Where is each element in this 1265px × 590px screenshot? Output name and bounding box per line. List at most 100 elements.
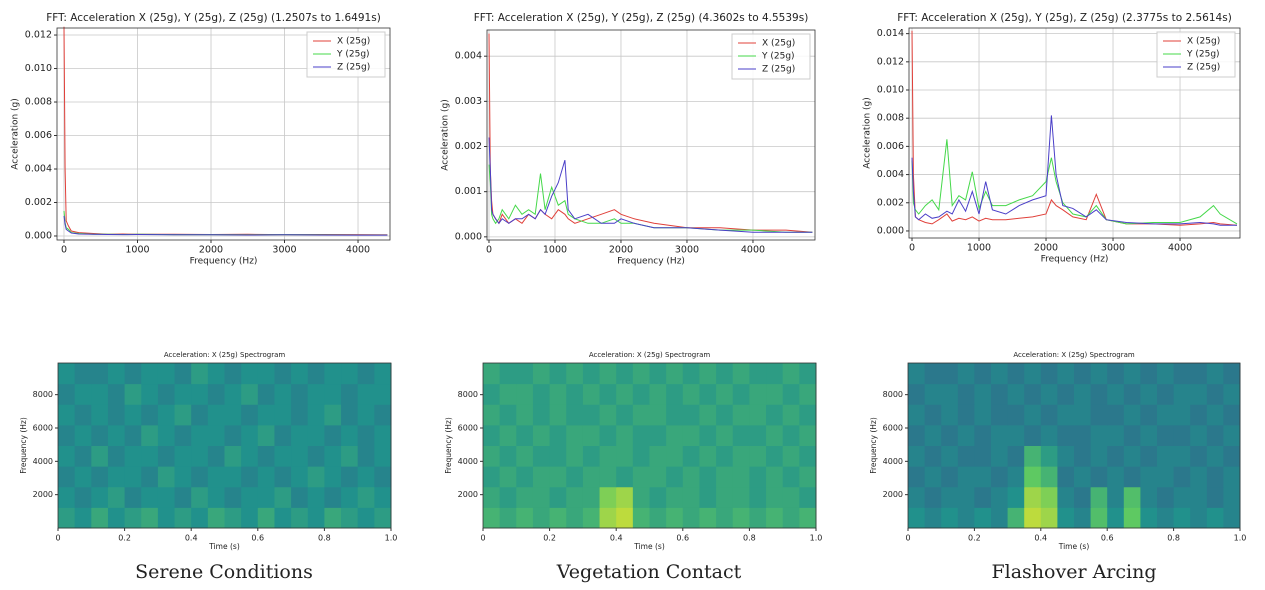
chart: FFT: Acceleration X (25g), Y (25g), Z (2… [863, 12, 1241, 265]
legend-label: Z (25g) [762, 65, 795, 75]
spectrogram-cell [357, 507, 375, 529]
spectrogram-cell [616, 486, 634, 508]
spectrogram-cell [732, 486, 750, 508]
spectrogram-cell [74, 424, 92, 446]
spectrogram-cell [274, 424, 292, 446]
spectrogram-cell [632, 445, 650, 467]
spectrogram-cell [1074, 486, 1092, 508]
spectrogram-cell [324, 424, 342, 446]
spectrogram-cell [141, 507, 159, 529]
spectrogram-cell [1074, 363, 1092, 385]
spectrogram-cell [682, 486, 700, 508]
x-tick-label: 4000 [346, 245, 370, 256]
spectrogram-cell [549, 363, 567, 385]
spectrogram-cell [324, 363, 342, 385]
spectrogram-cell [1223, 466, 1241, 488]
x-tick-label: 0 [905, 534, 910, 543]
spectrogram-cell [1206, 445, 1224, 467]
spectrogram-cell [1024, 404, 1042, 426]
x-tick-label: 0.6 [676, 534, 689, 543]
spectrogram-cell [374, 363, 392, 385]
spectrogram-cell [908, 507, 926, 529]
spectrogram-cell [716, 486, 734, 508]
spectrogram-cell [716, 507, 734, 529]
spectrogram-cell [1007, 486, 1025, 508]
chart: FFT: Acceleration X (25g), Y (25g), Z (2… [441, 12, 816, 267]
y-tick-label: 0.000 [455, 231, 482, 242]
spectrogram-cell [157, 363, 176, 385]
spectrogram-cell [599, 507, 617, 529]
spectrogram-cell [241, 445, 259, 467]
spectrogram-cell [582, 404, 601, 426]
x-tick-label: 0.8 [318, 534, 331, 543]
spectrogram-cell [649, 404, 667, 426]
spectrogram-cell [58, 507, 76, 529]
spectrogram-cell [1123, 486, 1141, 508]
chart-title: Acceleration: X (25g) Spectrogram [1013, 351, 1135, 359]
y-tick-label: 0.008 [877, 113, 904, 124]
spectrogram-cell [141, 363, 159, 385]
caption: Vegetation Contact [556, 561, 742, 583]
legend-label: Y (25g) [336, 50, 370, 60]
spectrogram-cell [257, 363, 275, 385]
spectrogram-cell [357, 424, 375, 446]
spectrogram-cell [324, 404, 342, 426]
x-tick-label: 0 [480, 534, 485, 543]
x-tick-label: 0.2 [543, 534, 556, 543]
spectrogram-cell [1123, 383, 1141, 405]
y-tick-label: 8000 [883, 390, 903, 399]
spectrogram-cell [1206, 363, 1224, 385]
y-axis-label: Frequency (Hz) [869, 417, 878, 474]
y-tick-label: 0.001 [455, 186, 482, 197]
spectrogram-cell [107, 383, 126, 405]
spectrogram-cell [566, 486, 584, 508]
y-tick-label: 0.003 [455, 96, 482, 107]
plot-frame [56, 27, 391, 241]
chart-title: FFT: Acceleration X (25g), Y (25g), Z (2… [897, 12, 1232, 24]
spectrogram-cell [974, 466, 992, 488]
spectrogram-cell [141, 445, 159, 467]
spectrogram-cell [1057, 445, 1075, 467]
spectrogram-cell [157, 507, 176, 529]
spectrogram-cell [599, 466, 617, 488]
spectrogram-cell [91, 363, 109, 385]
spectrogram-cell [499, 445, 517, 467]
spectrogram-cell [749, 445, 767, 467]
spectrogram-cell [1223, 445, 1241, 467]
spectrogram-cell [483, 404, 501, 426]
spectrogram-cell [566, 466, 584, 488]
x-tick-label: 4000 [1168, 243, 1192, 254]
spectrogram-cell [749, 507, 767, 529]
spectrogram-cell [599, 404, 617, 426]
spectrogram-cell [174, 486, 192, 508]
plot-frame [486, 29, 816, 241]
spectrogram-cell [924, 486, 942, 508]
spectrogram-cell [274, 383, 292, 405]
caption: Serene Conditions [135, 561, 313, 583]
spectrogram-cell [782, 507, 800, 529]
x-tick-label: 2000 [609, 245, 633, 256]
spectrogram-cell [991, 404, 1009, 426]
spectrogram-cell [107, 445, 126, 467]
spectrogram-cell [782, 445, 800, 467]
spectrogram-cell [941, 383, 959, 405]
spectrogram-cell [924, 466, 942, 488]
spectrogram-cell [124, 383, 142, 405]
x-tick-label: 0.4 [610, 534, 623, 543]
spectrogram-cell [632, 424, 650, 446]
spectrogram-cell [1040, 404, 1058, 426]
spectrogram-cell [782, 363, 800, 385]
spectrogram-cell [1190, 383, 1208, 405]
spectrogram-cell [483, 466, 501, 488]
spectrogram-cell [357, 486, 375, 508]
spectrogram-cell [924, 383, 942, 405]
spectrogram-cell [1057, 486, 1075, 508]
spectrogram-cell [1107, 507, 1125, 529]
spectrogram-cell [1057, 424, 1075, 446]
y-tick-label: 0.004 [455, 51, 482, 62]
y-tick-label: 0.008 [25, 97, 52, 108]
spectrogram-cell [1206, 404, 1224, 426]
spectrogram-cell [1206, 383, 1224, 405]
spectrogram-cell [1173, 424, 1191, 446]
spectrogram-cell [1140, 486, 1158, 508]
